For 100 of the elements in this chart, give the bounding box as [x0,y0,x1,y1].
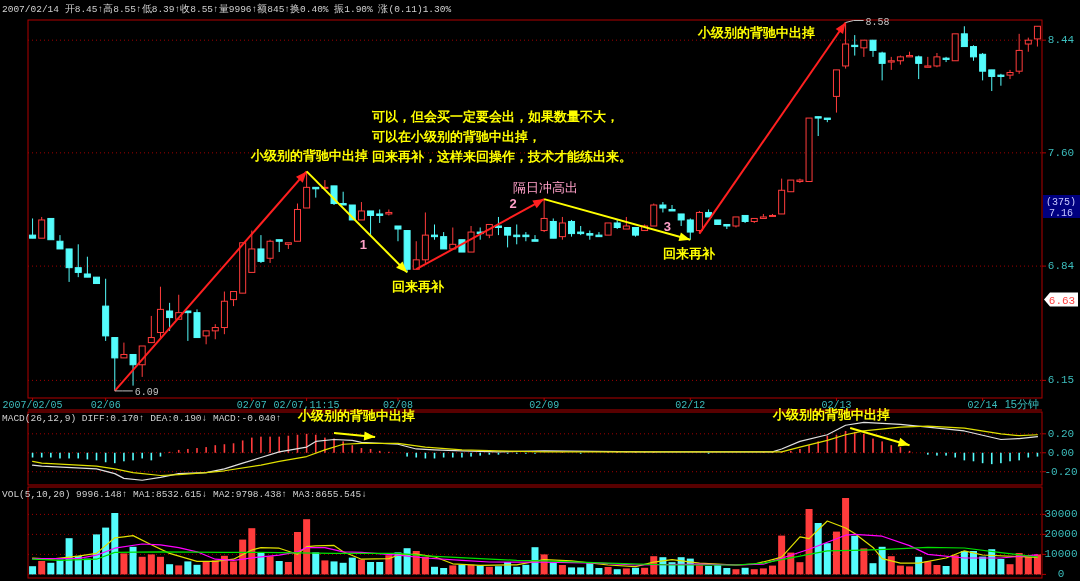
y-tick-label: 10000 [1044,548,1078,561]
candlestick [531,234,539,242]
bar [832,531,840,575]
annotation: 小级别的背驰中出掉 [696,25,815,40]
bar [494,566,502,575]
bar [385,555,393,575]
candlestick [111,337,119,392]
bar [138,556,146,575]
candlestick [494,216,502,236]
bar [367,562,375,575]
candlestick [695,210,703,235]
x-tick-label: 02/07 [236,400,267,411]
annotation: 回来再补 [392,279,446,295]
bar [805,509,813,575]
bar [449,565,457,575]
bar [193,564,201,575]
candlestick [513,223,521,245]
bar [248,528,256,575]
candlestick [1015,33,1023,75]
candlestick [166,302,174,332]
bar [348,557,356,575]
bar [842,498,850,575]
candlestick [988,69,996,92]
candlestick [842,22,850,70]
bar [1024,556,1032,575]
bar [184,561,192,575]
bar [1006,564,1014,575]
candlestick [257,234,265,264]
candlestick [1006,69,1014,80]
candlestick [248,230,256,273]
x-tick-label: 02/12 [675,400,706,411]
bar [924,561,932,575]
bar [613,569,621,575]
chart-title: 2007/02/14 开8.45↑高8.55↑低8.39↑收8.55↑量9996↑额845↑换0.40% 振1.90% 涨(0.11)1.30% [2,3,452,15]
candlestick [860,39,868,58]
candlestick [549,217,557,239]
y-tick-label: 20000 [1044,528,1078,541]
bar [156,556,164,575]
x-tick-label: 02/07,11:15 [273,400,340,411]
annotation: 6.63 [1048,294,1076,307]
bar [549,562,557,575]
bar [29,566,37,575]
bar [951,555,959,575]
bar [558,565,566,575]
bar [823,543,831,575]
annotation: 小级别的背驰中出掉 [249,148,368,164]
candlestick [412,240,420,270]
annotation: 3 [663,219,672,234]
candlestick [814,116,822,137]
bar [175,565,183,575]
bar [631,567,639,575]
annotation: 6.09 [134,386,159,398]
y-tick-label: 0 [1057,568,1065,581]
y-tick-label: 30000 [1044,508,1078,521]
bar [47,562,55,575]
candlestick [38,216,46,239]
bar [933,565,941,575]
candlestick [394,225,402,242]
candlestick [668,204,676,212]
candlestick [659,201,667,213]
candlestick [83,256,91,278]
bar [896,565,904,575]
candlestick [878,51,886,81]
bar [750,569,758,575]
bar [851,535,859,575]
text: 7.16 [1048,208,1074,219]
bar [513,566,521,575]
candlestick [266,239,274,264]
candlestick [686,217,694,241]
candlestick [367,210,375,236]
candlestick [942,56,950,63]
bar [814,523,822,575]
annotation: 8.58 [865,16,890,28]
x-tick-label: 2007/02/05 [2,400,63,411]
chart-title: MACD(26,12,9) DIFF:0.170↑ DEA:0.190↓ MACD:-0.040↑ [2,413,282,424]
bar [906,566,914,575]
bar [166,564,174,575]
bar [741,567,749,575]
candlestick [47,217,55,241]
bar [330,561,338,575]
annotation: 1 [359,237,367,252]
bar [485,566,493,575]
line-series [31,546,1039,566]
candlestick [147,315,155,344]
bar [120,553,128,575]
bar [568,567,576,575]
candlestick [303,170,311,209]
bar [723,568,731,575]
bar [887,556,895,575]
bar [440,568,448,575]
candlestick [202,330,210,345]
y-tick-label: 0.20 [1047,427,1075,440]
bar [257,552,265,575]
bar [339,562,347,575]
candlestick [129,353,137,387]
candlestick [558,216,566,241]
candlestick [540,198,548,233]
annotation: 小级别的背驰中出掉 [297,408,416,423]
y-tick-label: 6.15 [1047,374,1075,387]
annotation: 2 [509,196,517,211]
